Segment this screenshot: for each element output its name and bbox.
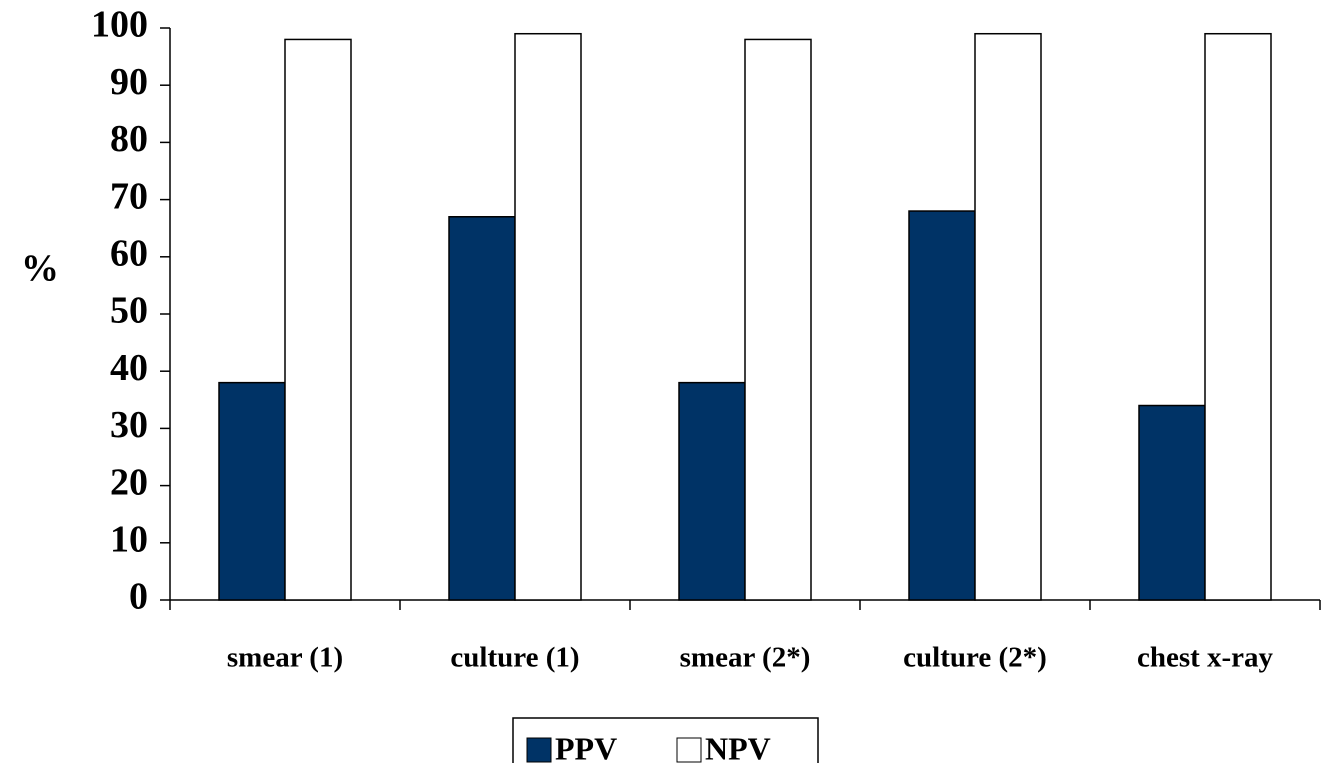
y-tick-label: 80 (110, 118, 148, 160)
y-axis-label: % (21, 248, 59, 290)
y-tick-label: 100 (91, 4, 148, 46)
x-tick-label: smear (1) (227, 642, 343, 674)
legend-label: NPV (705, 730, 771, 763)
y-tick-label: 70 (110, 175, 148, 217)
bar (1138, 404, 1206, 601)
legend-box (512, 717, 819, 763)
legend-swatch (526, 737, 552, 763)
y-tick-label: 90 (110, 61, 148, 103)
y-tick-label: 10 (110, 519, 148, 561)
bar (218, 381, 286, 601)
y-tick-label: 20 (110, 461, 148, 503)
y-tick-label: 0 (129, 576, 148, 618)
bar (284, 38, 352, 601)
y-tick-label: 60 (110, 233, 148, 275)
legend-label: PPV (555, 730, 617, 763)
bar (678, 381, 746, 601)
bar (1204, 32, 1272, 601)
legend-swatch (676, 737, 702, 763)
bar (448, 216, 516, 601)
bar (974, 32, 1042, 601)
bar (744, 38, 812, 601)
y-tick-label: 50 (110, 290, 148, 332)
bar (908, 210, 976, 601)
y-tick-label: 30 (110, 404, 148, 446)
y-tick-label: 40 (110, 347, 148, 389)
x-tick-label: smear (2*) (680, 642, 811, 674)
x-tick-label: culture (2*) (903, 642, 1047, 674)
bar (514, 32, 582, 601)
x-tick-label: culture (1) (450, 642, 579, 674)
x-tick-label: chest x-ray (1137, 642, 1274, 674)
